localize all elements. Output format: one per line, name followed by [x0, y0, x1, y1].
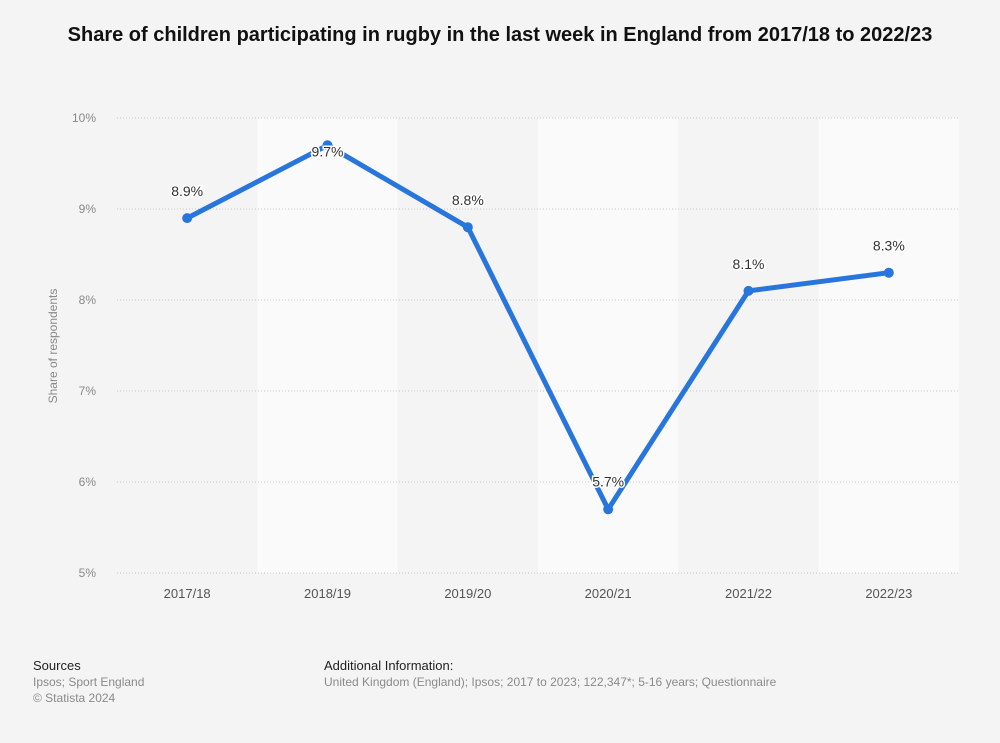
y-tick-label: 8%: [79, 293, 97, 307]
data-point: [322, 140, 333, 151]
additional-info-heading: Additional Information:: [324, 658, 454, 673]
sources-text[interactable]: Ipsos; Sport England: [33, 675, 145, 689]
x-tick-label: 2018/19: [304, 586, 351, 601]
additional-info-text: United Kingdom (England); Ipsos; 2017 to…: [324, 675, 777, 689]
y-tick-label: 5%: [79, 566, 97, 580]
x-tick-label: 2017/18: [164, 586, 211, 601]
category-band: [257, 118, 398, 573]
sources-heading: Sources: [33, 658, 81, 673]
data-label: 8.3%: [873, 238, 905, 254]
data-point: [603, 504, 614, 515]
chart-title: Share of children participating in rugby…: [67, 24, 933, 46]
series-line: [184, 142, 892, 512]
data-label: 9.7%: [312, 143, 344, 159]
category-band: [818, 118, 959, 573]
additional-info-block: Additional Information: United Kingdom (…: [324, 658, 776, 690]
data-point: [883, 267, 894, 278]
data-label: 8.9%: [171, 183, 203, 199]
category-band: [538, 118, 679, 573]
data-label: 8.1%: [733, 256, 765, 272]
category-band: [397, 118, 538, 573]
data-label: 8.8%: [452, 192, 484, 208]
x-tick-label: 2022/23: [865, 586, 912, 601]
y-tick-label: 6%: [79, 475, 97, 489]
y-tick-label: 10%: [72, 111, 96, 125]
sources-block: Sources Ipsos; Sport England © Statista …: [33, 658, 144, 706]
x-tick-label: 2020/21: [585, 586, 632, 601]
data-label: 5.7%: [592, 473, 624, 489]
category-band: [678, 118, 819, 573]
data-point: [462, 222, 473, 233]
x-tick-label: 2019/20: [444, 586, 491, 601]
copyright-text: © Statista 2024: [33, 691, 116, 705]
data-point: [182, 213, 193, 224]
y-tick-label: 9%: [79, 202, 97, 216]
y-axis-label: Share of respondents: [46, 289, 60, 404]
x-tick-label: 2021/22: [725, 586, 772, 601]
data-point: [743, 285, 754, 296]
y-tick-label: 7%: [79, 384, 97, 398]
